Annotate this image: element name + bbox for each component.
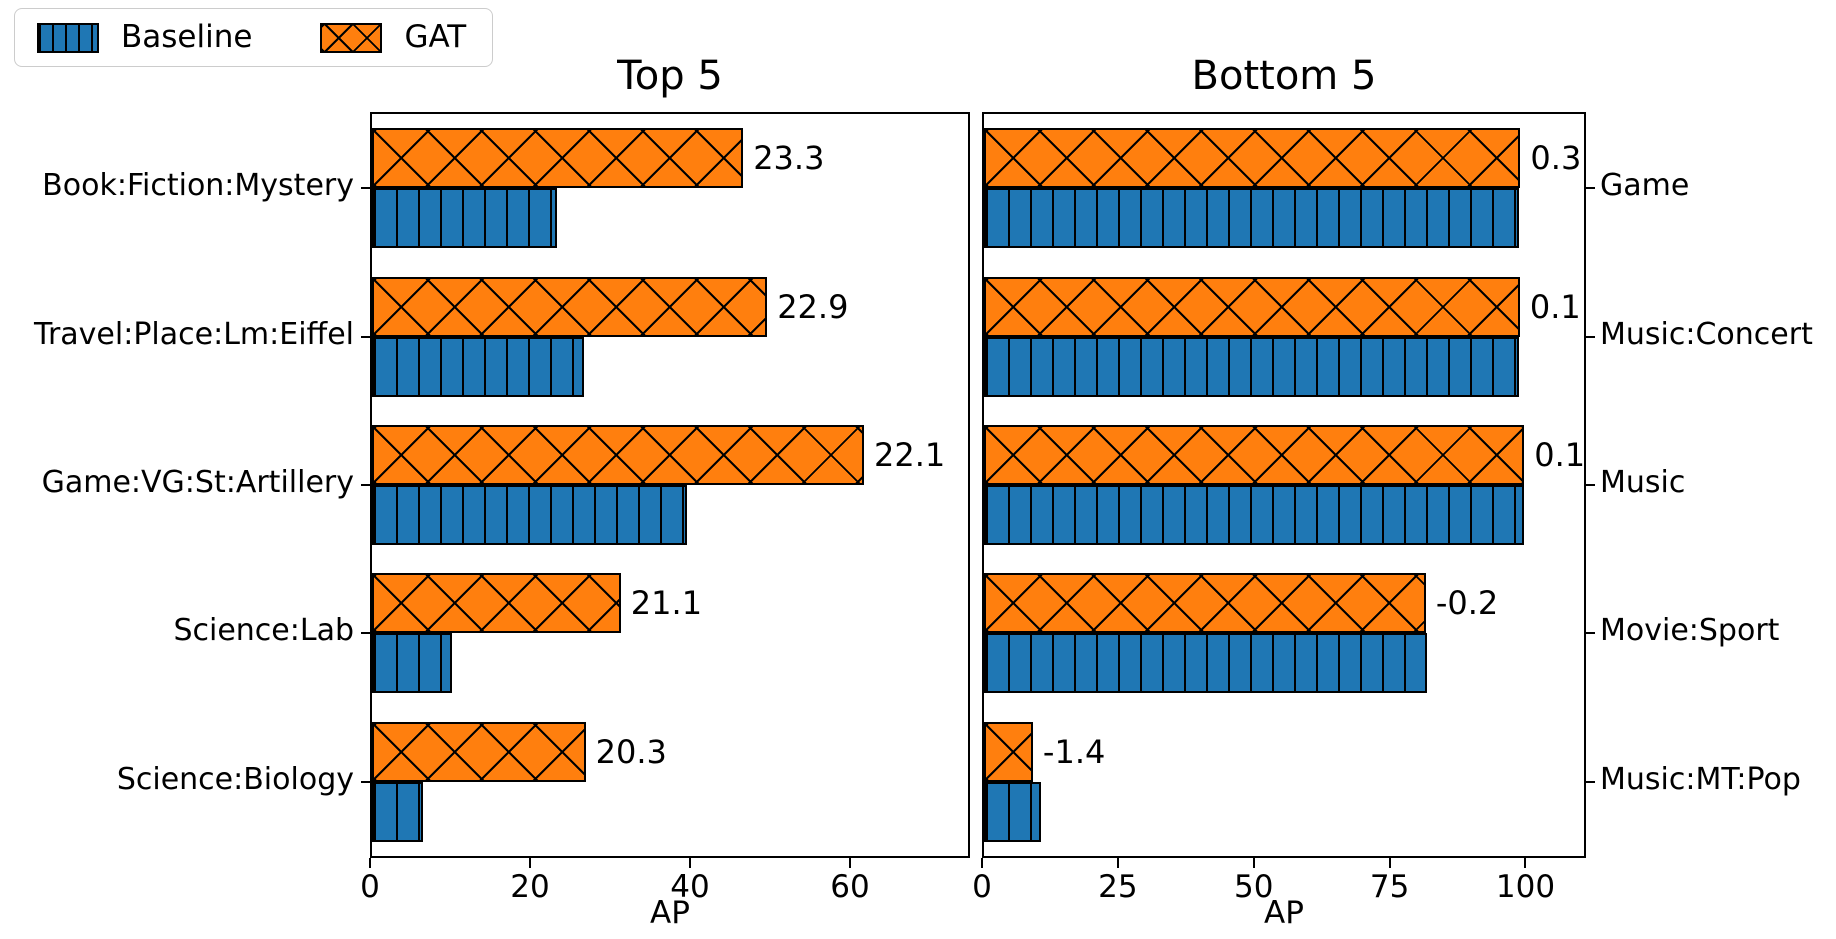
x-tick-label: 100: [1495, 869, 1556, 905]
panel-title-bottom5: Bottom 5: [1191, 53, 1377, 99]
category-label: Game: [1600, 168, 1690, 204]
y-tick-mark: [1586, 780, 1595, 783]
y-tick-mark: [361, 335, 370, 338]
x-tick-mark: [689, 858, 691, 868]
x-tick-label: 60: [830, 869, 870, 905]
category-label: Music: [1600, 465, 1686, 500]
x-tick-mark: [1388, 858, 1391, 868]
x-tick-label: 75: [1369, 869, 1410, 905]
bar-baseline: [984, 781, 1041, 842]
category-label: Music:Concert: [1600, 316, 1813, 352]
category-label: Movie:Sport: [1600, 613, 1780, 649]
gat-hatch-swatch: [320, 22, 383, 53]
bar-baseline: [984, 336, 1520, 397]
bar-diff-annotation: 23.3: [753, 139, 825, 178]
x-axis-label-bottom5: AP: [1264, 895, 1304, 931]
category-label: Book:Fiction:Mystery: [42, 168, 354, 204]
category-label: Science:Biology: [116, 761, 354, 797]
x-tick-mark: [529, 858, 531, 868]
x-tick-mark: [1252, 858, 1255, 868]
bar-gat: [984, 573, 1426, 634]
category-labels-top5: Book:Fiction:Mystery Travel:Place:Lm:Eiff…: [0, 112, 354, 858]
legend-label-baseline: Baseline: [121, 19, 253, 55]
bar-gat: [372, 276, 768, 337]
y-tick-mark: [1586, 484, 1595, 486]
baseline-hatch-swatch: [37, 22, 99, 53]
bar-gat: [372, 573, 621, 634]
y-tick-mark: [361, 632, 370, 635]
bar-diff-annotation: -1.4: [1042, 732, 1106, 771]
bar-gat: [984, 128, 1521, 189]
x-tick-label: 25: [1098, 869, 1138, 905]
y-tick-mark: [361, 780, 370, 783]
bar-diff-annotation: 0.1: [1534, 436, 1586, 474]
x-axis-top5: 0 20 40 60: [360, 858, 970, 920]
x-tick-label: 0: [972, 869, 992, 905]
bar-diff-annotation: 22.9: [777, 287, 849, 326]
x-tick-label: 0: [360, 869, 380, 905]
legend-item-baseline: Baseline: [37, 22, 252, 53]
x-tick-label: 20: [510, 869, 550, 905]
bar-gat: [984, 721, 1033, 782]
x-tick-mark: [981, 858, 983, 868]
y-tick-mark: [361, 187, 370, 190]
x-tick-label: 40: [670, 869, 710, 905]
bar-gat: [372, 721, 586, 782]
bar-diff-annotation: 21.1: [630, 584, 703, 623]
x-tick-mark: [369, 858, 371, 868]
plot-area-top5: 23.3 22.9 22.1 21.1 20.3: [361, 112, 970, 858]
plot-area-bottom5: 0.3 0.1 0.1 -0.2 -1.4: [982, 112, 1595, 858]
bar-baseline: [372, 336, 584, 397]
y-tick-mark: [361, 484, 370, 486]
bar-baseline: [372, 188, 557, 249]
x-tick-mark: [1116, 858, 1119, 868]
x-tick-label: 50: [1234, 869, 1274, 905]
bar-gat: [984, 425, 1525, 485]
x-axis-label-top5: AP: [650, 895, 690, 931]
bar-diff-annotation: 0.1: [1529, 287, 1581, 326]
bar-baseline: [372, 781, 424, 842]
bar-gat: [984, 276, 1520, 337]
bar-gat: [372, 425, 864, 485]
bar-baseline: [372, 485, 688, 545]
bar-gat: [372, 128, 744, 189]
bar-baseline: [984, 485, 1524, 545]
legend-label-gat: GAT: [404, 19, 467, 55]
y-tick-mark: [1586, 187, 1595, 190]
legend-item-gat: GAT: [320, 22, 466, 53]
y-tick-mark: [1586, 335, 1595, 338]
category-labels-bottom5: Game Music:Concert Music Movie:Sport Music:M…: [1600, 112, 1836, 858]
bar-baseline: [984, 633, 1427, 694]
category-label: Game:VG:St:Artillery: [41, 465, 354, 500]
category-label: Travel:Place:Lm:Eiffel: [34, 316, 354, 352]
bar-baseline: [372, 633, 452, 694]
bar-baseline: [984, 188, 1519, 249]
bar-diff-annotation: 20.3: [595, 732, 667, 771]
bar-diff-annotation: 0.3: [1530, 139, 1582, 178]
panel-title-top5: Top 5: [617, 53, 723, 99]
x-tick-mark: [849, 858, 851, 868]
category-label: Science:Lab: [173, 613, 354, 649]
category-label: Music:MT:Pop: [1600, 761, 1801, 797]
y-tick-mark: [1586, 632, 1595, 635]
bar-diff-annotation: 22.1: [874, 436, 946, 474]
x-axis-bottom5: 0 25 50 75 100: [972, 858, 1586, 920]
x-tick-mark: [1524, 858, 1527, 868]
bar-diff-annotation: -0.2: [1435, 584, 1499, 623]
legend: Baseline GAT: [14, 8, 494, 67]
